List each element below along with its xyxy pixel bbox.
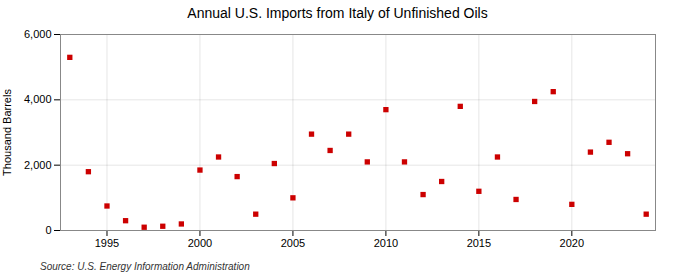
svg-text:2015: 2015 [467,237,491,249]
svg-text:2,000: 2,000 [24,159,52,171]
svg-text:0: 0 [45,224,51,236]
svg-text:2010: 2010 [374,237,398,249]
html-text:Annual U.S. Imports from Italy: Annual U.S. Imports from Italy of Unfini… [187,5,488,21]
svg-text:2000: 2000 [188,237,212,249]
svg-text:6,000: 6,000 [24,28,52,40]
svg-text:4,000: 4,000 [24,93,52,105]
svg-text:2020: 2020 [560,237,584,249]
svg-text:Thousand Barrels: Thousand Barrels [1,89,13,176]
svg-text:2005: 2005 [281,237,305,249]
svg-text:1995: 1995 [95,237,119,249]
html-text:Source: U.S. Energy Informatio: Source: U.S. Energy Information Administ… [40,261,250,272]
